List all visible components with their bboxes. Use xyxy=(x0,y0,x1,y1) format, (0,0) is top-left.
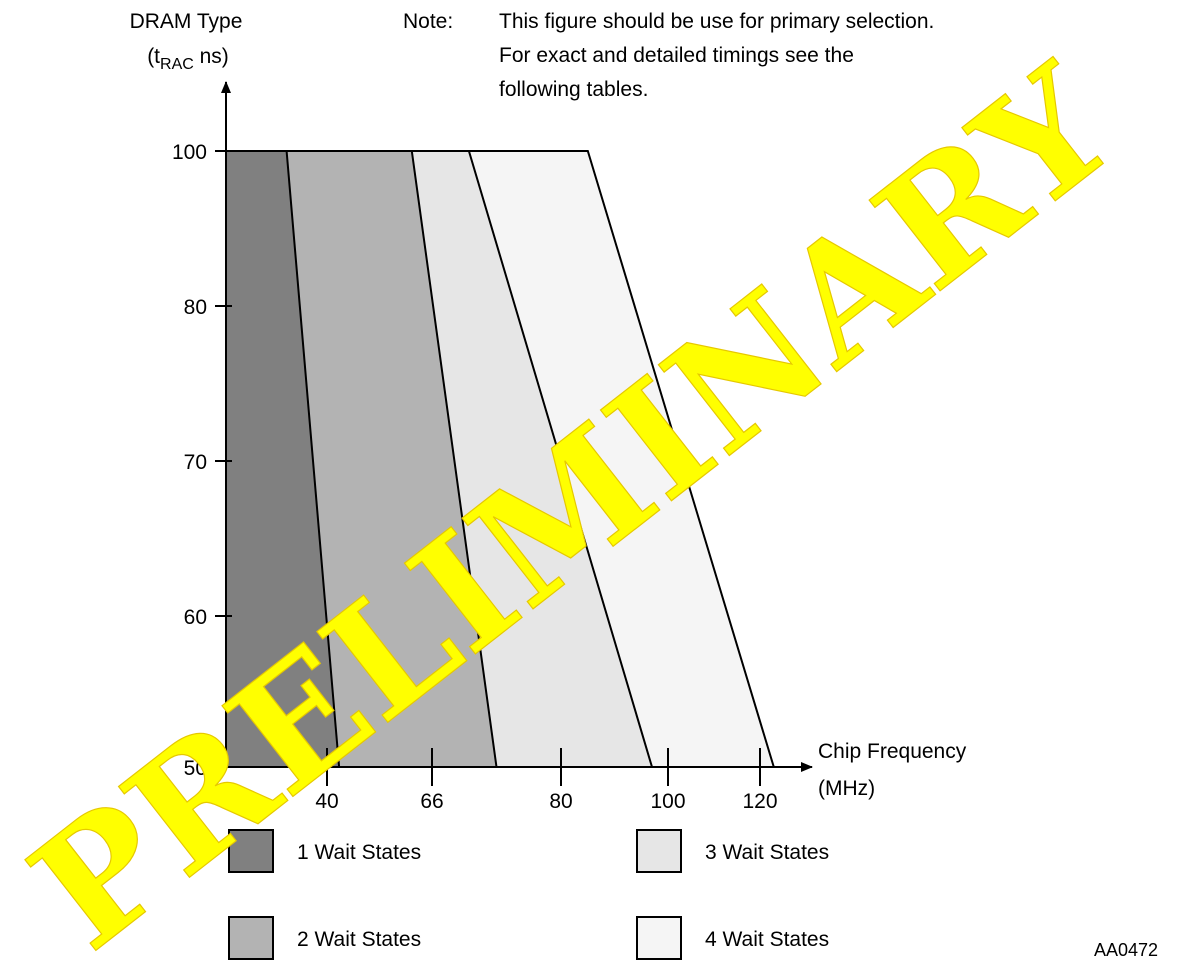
legend-swatch xyxy=(636,916,682,960)
y-axis-label-suffix: ns) xyxy=(194,45,229,68)
x-axis-label-line1: Chip Frequency xyxy=(818,740,967,763)
note-line-1: This figure should be use for primary se… xyxy=(499,10,934,33)
x-tick-label: 120 xyxy=(742,790,777,813)
y-ticks: 100 80 70 60 50 xyxy=(172,141,232,780)
y-axis-label-prefix: (t xyxy=(147,45,160,68)
note-label: Note: xyxy=(403,10,453,33)
legend-swatch xyxy=(636,829,682,873)
y-axis-label-subscript: RAC xyxy=(160,56,194,73)
legend-label: 4 Wait States xyxy=(705,928,829,951)
y-tick-label: 70 xyxy=(184,451,207,474)
y-axis-label-line2: (tRAC ns) xyxy=(147,45,229,73)
wait-state-regions xyxy=(225,150,776,768)
y-axis-label-line1: DRAM Type xyxy=(130,10,243,33)
note-line-2: For exact and detailed timings see the xyxy=(499,44,854,67)
y-tick-label: 50 xyxy=(184,757,207,780)
x-axis-label-line2: (MHz) xyxy=(818,777,875,800)
legend-label: 2 Wait States xyxy=(297,928,421,951)
note-line-3: following tables. xyxy=(499,78,648,101)
x-tick-label: 40 xyxy=(315,790,338,813)
y-tick-label: 100 xyxy=(172,141,207,164)
y-tick-label: 80 xyxy=(184,296,207,319)
legend-swatch xyxy=(228,916,274,960)
legend-label: 1 Wait States xyxy=(297,841,421,864)
y-tick-label: 60 xyxy=(184,606,207,629)
x-tick-label: 100 xyxy=(650,790,685,813)
x-ticks: 40 66 80 100 120 xyxy=(315,748,778,813)
x-tick-label: 66 xyxy=(420,790,443,813)
legend: 1 Wait States 2 Wait States 3 Wait States 4… xyxy=(228,829,829,960)
legend-swatch xyxy=(228,829,274,873)
legend-label: 3 Wait States xyxy=(705,841,829,864)
figure-id: AA0472 xyxy=(1094,940,1158,960)
x-tick-label: 80 xyxy=(549,790,572,813)
